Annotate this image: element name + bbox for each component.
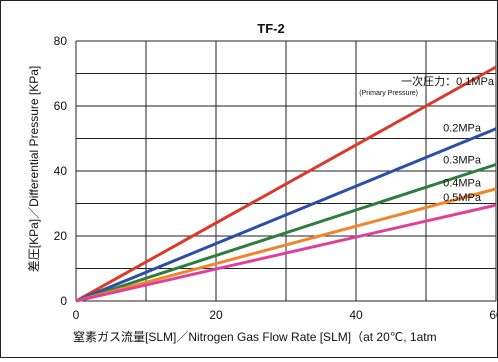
tick-labels: 0 20 40 60 80 0 20 40 60	[54, 34, 498, 322]
y-tick-label: 60	[54, 99, 68, 113]
series-note: (Primary Pressure)	[359, 90, 418, 97]
chart-title: TF-2	[257, 21, 284, 36]
series-line	[75, 65, 497, 303]
series-line	[75, 187, 497, 303]
series-label: 0.4MPa	[443, 178, 482, 190]
chart: TF-2 0 20 40 60 80 0 20 40 60 一次圧力：0.1MPa (Primar…	[27, 21, 498, 344]
series-line	[75, 203, 497, 303]
x-tick-label: 20	[209, 308, 223, 322]
x-tick-label: 0	[73, 308, 80, 322]
y-tick-label: 0	[60, 294, 67, 308]
y-axis-label: 差圧[KPa]／Differential Pressure [KPa]	[27, 66, 41, 273]
series-label: 一次圧力：0.1MPa	[401, 74, 495, 88]
series-line	[75, 127, 497, 303]
series-label: 0.2MPa	[443, 122, 482, 134]
series-label: 0.3MPa	[443, 155, 482, 167]
series-label: 0.5MPa	[443, 192, 482, 204]
y-tick-label: 80	[54, 34, 68, 48]
y-tick-label: 20	[54, 229, 68, 243]
series-labels: 一次圧力：0.1MPa (Primary Pressure) 0.2MPa 0.3MP…	[359, 74, 495, 204]
x-tick-label: 60	[489, 308, 497, 322]
x-tick-label: 40	[349, 308, 363, 322]
x-axis-label: 窒素ガス流量[SLM]／Nitrogen Gas Flow Rate [SLM]…	[73, 329, 437, 344]
series-line	[75, 163, 497, 303]
y-tick-label: 40	[54, 164, 68, 178]
series-lines	[75, 65, 497, 303]
